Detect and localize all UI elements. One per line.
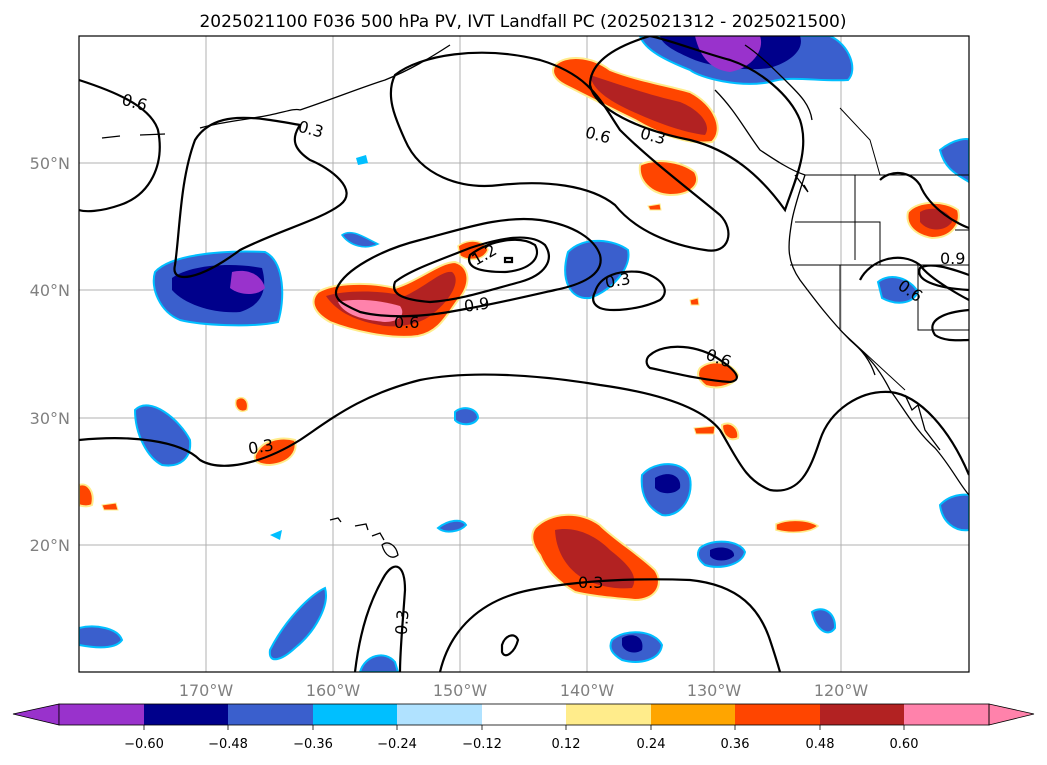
- contour-line: [503, 256, 514, 264]
- contour-label: 0.3: [392, 609, 413, 636]
- contour-line: [859, 256, 969, 301]
- contour-line: [334, 217, 602, 318]
- lon-tick-label: 170°W: [179, 681, 234, 700]
- ivt-contours: [79, 36, 969, 672]
- contour-label: 0.3: [578, 573, 603, 592]
- colorbar-tick-label: −0.24: [377, 737, 417, 752]
- colorbar-tick-label: 0.24: [637, 737, 666, 752]
- colorbar-segment: [735, 704, 820, 725]
- contour-line: [389, 51, 730, 252]
- contour-line: [79, 78, 161, 213]
- lon-tick-label: 120°W: [814, 681, 869, 700]
- contour-line: [467, 238, 538, 274]
- figure-title: 2025021100 F036 500 hPa PV, IVT Landfall…: [199, 12, 846, 32]
- colorbar-extend-high: [988, 703, 1035, 726]
- map-panel: 0.6 0.3 0.6 0.3 1.2 0.9 0.6 0.3 0.6 0.3 …: [78, 35, 970, 673]
- contour-line: [918, 264, 969, 292]
- longitude-axis: 170°W 160°W 150°W 140°W 130°W 120°W: [179, 681, 869, 700]
- lon-tick-label: 130°W: [687, 681, 742, 700]
- contour-line: [592, 270, 666, 311]
- colorbar-tick-label: −0.48: [208, 737, 248, 752]
- colorbar-segment: [313, 704, 397, 725]
- colorbar-segment: [820, 704, 904, 725]
- map-frame: [78, 35, 970, 673]
- lon-tick-label: 160°W: [306, 681, 361, 700]
- colorbar-tick-label: 0.12: [552, 737, 581, 752]
- colorbar-segment: [904, 704, 989, 725]
- colorbar-segment: [651, 704, 735, 725]
- colorbar-tick-label: 0.60: [890, 737, 919, 752]
- contour-line: [353, 565, 407, 672]
- colorbar-tick-label: 0.36: [721, 737, 750, 752]
- lat-tick-label: 50°N: [30, 154, 70, 173]
- colorbar-tick-label: 0.48: [806, 737, 835, 752]
- latitude-axis: 20°N 30°N 40°N 50°N: [30, 154, 70, 555]
- colorbar-segment: [566, 704, 651, 725]
- contour-line: [500, 634, 520, 657]
- contour-line: [879, 172, 969, 230]
- colorbar-extend-low: [12, 703, 60, 726]
- contour-line: [392, 236, 550, 304]
- contour-label: 0.9: [463, 294, 491, 316]
- contour-line: [588, 36, 805, 213]
- lon-tick-label: 140°W: [560, 681, 615, 700]
- lat-tick-label: 40°N: [30, 281, 70, 300]
- colorbar-segment: [482, 704, 566, 725]
- contour-label: 0.3: [603, 269, 631, 292]
- contour-line: [79, 373, 969, 492]
- lat-tick-label: 30°N: [30, 409, 70, 428]
- colorbar-segment: [144, 704, 228, 725]
- colorbar-tick-label: −0.12: [462, 737, 502, 752]
- state-borders: [790, 107, 969, 391]
- colorbar: −0.60 −0.48 −0.36 −0.24 −0.12 0.12 0.24 …: [12, 703, 1035, 752]
- lon-tick-label: 150°W: [433, 681, 488, 700]
- contour-line: [931, 308, 969, 342]
- colorbar-segment: [397, 704, 482, 725]
- contour-label: 0.9: [940, 249, 965, 268]
- contour-line: [645, 345, 738, 384]
- anomaly-blob-west-30n: [133, 404, 192, 467]
- colorbar-segment: [228, 704, 313, 725]
- hawaiian-islands: [329, 517, 399, 558]
- lat-tick-label: 20°N: [30, 536, 70, 555]
- colorbar-tick-label: −0.36: [293, 737, 333, 752]
- colorbar-tick-label: −0.60: [124, 737, 164, 752]
- gridlines: [79, 36, 969, 672]
- contour-line: [173, 116, 348, 279]
- contour-label: 0.6: [394, 313, 419, 332]
- colorbar-segment: [59, 704, 144, 725]
- contour-label: 0.3: [247, 435, 275, 458]
- contour-line: [438, 578, 782, 672]
